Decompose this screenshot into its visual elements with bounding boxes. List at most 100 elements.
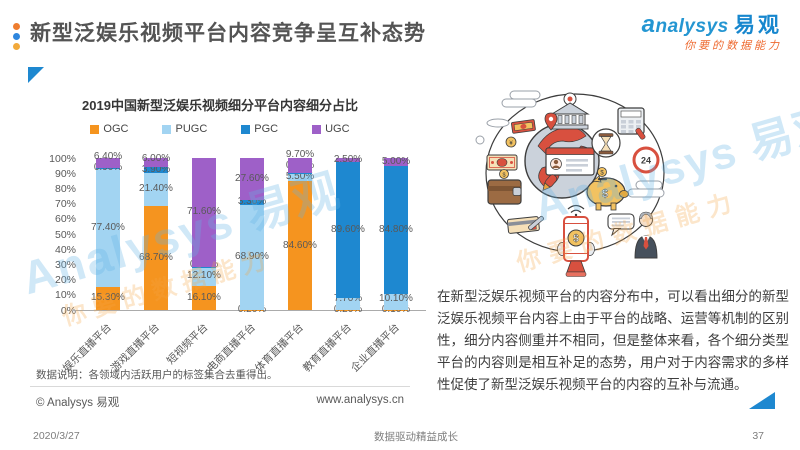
bar-segment-ugc — [144, 158, 168, 168]
chart-title: 2019中国新型泛娱乐视频细分平台内容细分占比 — [82, 98, 358, 113]
location-pin-icon — [544, 112, 558, 131]
bar-value-label: 77.40% — [91, 221, 125, 233]
corner-triangle-decoration-top-left — [28, 67, 44, 83]
chart-card-footer: © Analysys 易观 www.analysys.cn — [36, 394, 404, 410]
bank-icon — [550, 92, 590, 130]
bar-segment-ogc — [96, 286, 120, 310]
bar-value-label: 3.30% — [237, 196, 267, 208]
bar-value-label: 2.50% — [333, 153, 363, 165]
data-note: 数据说明：各领域内活跃用户的标签集合去重得出。 — [36, 369, 278, 381]
bar-value-label: 5.50% — [285, 171, 315, 183]
logo-brand-en: analysys — [641, 11, 729, 38]
calculator-icon — [617, 107, 646, 140]
bar-segment-ogc — [192, 285, 216, 310]
legend-label: PUGC — [175, 123, 208, 135]
legend-label: OGC — [103, 123, 129, 135]
y-axis-tick: 60% — [54, 213, 76, 226]
bar-value-label: 84.60% — [283, 239, 317, 251]
browser-window-icon — [545, 147, 595, 176]
bar-segment-ogc — [144, 205, 168, 310]
analysys-logo: analysys 易观 你要的数据能力 — [642, 12, 782, 52]
legend-item-pgc: PGC — [241, 123, 278, 135]
bar-segment-pugc — [144, 173, 168, 206]
bar-segment-pugc — [240, 204, 264, 310]
bar-segment-pgc — [96, 167, 120, 170]
svg-text:¥: ¥ — [509, 141, 513, 147]
y-axis-tick: 40% — [54, 243, 76, 256]
y-axis-tick: 80% — [54, 182, 76, 195]
footer-slogan: 数据驱动精益成长 — [374, 430, 459, 443]
bar-value-label: 71.60% — [187, 206, 221, 218]
y-axis-tick: 100% — [49, 152, 76, 165]
svg-text:$: $ — [600, 171, 604, 177]
legend-item-ugc: UGC — [312, 123, 350, 135]
x-axis-category-label: 企业直播平台 — [348, 321, 402, 375]
bar-segment-pugc — [96, 169, 120, 287]
bar-segment-ugc — [384, 158, 408, 166]
logo-tagline: 你要的数据能力 — [684, 40, 782, 53]
mobile-payment-icon: $ — [557, 204, 595, 277]
y-axis-tick: 20% — [54, 274, 76, 287]
bar-value-label: 3.90% — [141, 164, 171, 176]
rocket-icon — [542, 174, 558, 192]
chart-card: 2019中国新型泛娱乐视频细分平台内容细分占比 OGC PUGC PGC UGC 10… — [30, 88, 426, 410]
bar-value-label: 0.90% — [93, 162, 123, 174]
bar-segment-pgc — [240, 199, 264, 205]
y-axis-tick: 10% — [54, 289, 76, 302]
bar-segment-ugc — [336, 158, 360, 162]
clock-24h-icon: 24 — [632, 146, 660, 174]
bar-segment-pugc — [288, 173, 312, 182]
website-link[interactable]: www.analysys.cn — [316, 394, 404, 406]
logo-brand-cn: 易观 — [734, 14, 782, 37]
cloud-icon — [475, 90, 665, 198]
corner-triangle-decoration-bottom-right — [749, 392, 775, 409]
legend-swatch — [90, 124, 100, 134]
bar-segment-pugc — [336, 297, 360, 310]
legend-item-pugc: PUGC — [162, 123, 207, 135]
legend-label: UGC — [325, 123, 350, 135]
legend-swatch — [312, 124, 322, 134]
legend-swatch — [162, 124, 172, 134]
svg-text:$: $ — [602, 188, 608, 200]
svg-text:$: $ — [573, 234, 579, 245]
bar-value-label: 89.60% — [331, 223, 365, 235]
bar-value-label: 7.70% — [333, 292, 363, 304]
legend-label: PGC — [254, 123, 279, 135]
stacked-bar-plot: 15.30% 77.40% 0.90% 6.40% 娱乐直播平台 68.70% 21.40%… — [61, 149, 426, 374]
bar-segment-pgc — [384, 165, 408, 295]
speech-bubble-icon — [607, 213, 635, 237]
y-axis-tick: 90% — [54, 167, 76, 180]
footer-page-number: 37 — [752, 430, 764, 442]
x-axis-category-label: 短视频平台 — [164, 321, 210, 368]
x-axis-category-label: 教育直播平台 — [300, 321, 354, 375]
bar-value-label: 10.10% — [379, 292, 413, 304]
bar-value-label: 6.40% — [93, 151, 123, 163]
bar-segment-ugc — [192, 158, 216, 267]
finance-illustration: 24 $ $ ¥ — [468, 68, 692, 286]
credit-card-icon — [506, 215, 544, 234]
bar-segment-ugc — [288, 158, 312, 173]
bar-value-label: 68.90% — [235, 251, 269, 263]
bar-value-label: 5.00% — [381, 155, 411, 167]
svg-text:$: $ — [502, 173, 505, 179]
copyright-text: © Analysys 易观 — [36, 397, 120, 409]
bar-segment-pugc — [192, 267, 216, 286]
bar-segment-pgc — [336, 161, 360, 298]
y-axis-tick: 0% — [60, 304, 76, 317]
legend-swatch — [241, 124, 251, 134]
x-axis-line — [74, 310, 426, 311]
bar-segment-ugc — [96, 158, 120, 168]
analysis-paragraph: 在新型泛娱乐视频平台的内容分布中，可以看出细分的新型泛娱乐视频平台内容上由于平台… — [437, 289, 789, 392]
page-footer: 2020/3/27 数据驱动精益成长 37 — [0, 422, 800, 450]
y-axis-tick: 30% — [54, 258, 76, 271]
wallet-icon: $ — [487, 169, 522, 205]
businessman-icon — [634, 211, 658, 259]
hourglass-icon — [591, 128, 621, 158]
svg-text:24: 24 — [641, 156, 651, 166]
footer-date: 2020/3/27 — [33, 430, 80, 442]
bar-value-label: 16.10% — [187, 291, 221, 303]
chart-legend: OGC PUGC PGC UGC — [30, 123, 410, 135]
bar-value-label: 6.00% — [141, 153, 171, 165]
money-bill-icon: ¥ — [486, 119, 536, 171]
